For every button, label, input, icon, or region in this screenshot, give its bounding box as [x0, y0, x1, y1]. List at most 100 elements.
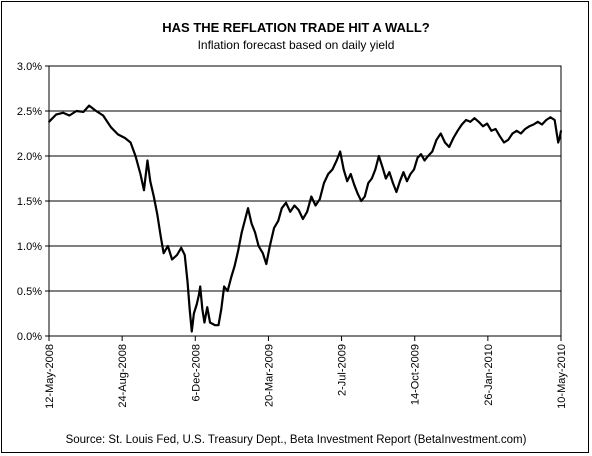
y-tick-label: 1.5%: [17, 196, 42, 208]
data-point: [220, 308, 223, 310]
series-layer: [48, 104, 563, 333]
data-point: [555, 132, 558, 135]
data-point: [293, 204, 296, 207]
data-point: [102, 114, 105, 117]
data-point: [399, 180, 401, 183]
data-point: [342, 168, 345, 171]
data-point: [395, 191, 398, 193]
data-point: [209, 321, 211, 324]
data-point: [134, 155, 137, 157]
data-point: [265, 263, 268, 265]
source-note: Source: St. Louis Fed, U.S. Treasury Dep…: [66, 434, 527, 446]
data-point: [244, 218, 247, 220]
chart-subtitle: Inflation forecast based on daily yield: [198, 38, 395, 52]
data-point: [435, 138, 438, 141]
x-tick-label: 6-Dec-2008: [190, 344, 202, 401]
data-point: [48, 120, 50, 123]
data-point: [146, 159, 149, 162]
y-tick-label: 1.0%: [17, 241, 42, 253]
data-point: [214, 324, 216, 327]
data-point: [75, 110, 78, 112]
data-point: [406, 180, 408, 183]
data-point: [156, 213, 159, 216]
data-point: [117, 133, 119, 136]
data-point: [183, 254, 186, 256]
data-point: [356, 192, 359, 195]
data-point: [124, 137, 126, 139]
data-point: [541, 123, 543, 126]
data-point: [503, 141, 505, 144]
data-point: [511, 132, 514, 135]
data-point: [149, 180, 152, 183]
data-point: [139, 173, 142, 175]
y-tick-label: 0.5%: [17, 286, 42, 298]
data-point: [367, 182, 370, 184]
data-point: [494, 128, 497, 130]
y-tick-label: 2.0%: [17, 151, 42, 163]
data-point: [388, 171, 391, 174]
data-point: [427, 155, 429, 157]
data-point: [331, 168, 334, 171]
data-point: [363, 195, 366, 198]
data-point: [353, 183, 356, 186]
data-point: [409, 173, 412, 175]
data-point: [515, 129, 518, 132]
data-point: [392, 182, 394, 184]
data-point: [431, 150, 434, 153]
data-point: [486, 122, 489, 125]
x-tick-label: 10-May-2010: [556, 344, 568, 409]
data-point: [553, 119, 556, 121]
gridlines: [49, 110, 561, 292]
data-point: [162, 252, 165, 255]
data-point: [171, 258, 173, 261]
x-tick-label: 20-Mar-2009: [263, 344, 275, 407]
data-point: [374, 168, 377, 171]
data-point: [560, 129, 562, 132]
data-point: [520, 132, 522, 135]
data-point: [297, 209, 300, 211]
data-point: [335, 159, 338, 162]
data-point: [180, 246, 183, 249]
data-point: [143, 189, 145, 192]
data-point: [129, 141, 132, 144]
data-point: [192, 312, 195, 315]
data-point: [346, 180, 349, 183]
x-axis-ticks: 12-May-2008 24-Aug-2008 6-Dec-2008 20-Mar-2…: [44, 336, 568, 409]
data-point: [217, 324, 220, 327]
x-tick-label: 2-Jul-2009: [337, 344, 349, 396]
chart-title: HAS THE REFLATION TRADE HIT A WALL?: [162, 20, 429, 35]
data-point: [188, 308, 191, 310]
data-point: [416, 156, 419, 159]
x-tick-label: 26-Jan-2010: [483, 344, 495, 406]
data-point: [88, 104, 90, 107]
data-point: [277, 219, 280, 222]
data-point: [268, 245, 271, 247]
data-point: [402, 171, 405, 174]
data-point: [62, 111, 64, 114]
data-point: [195, 303, 198, 306]
data-point: [536, 120, 539, 123]
data-point: [289, 210, 292, 213]
data-point: [306, 210, 309, 213]
y-tick-label: 3.0%: [17, 61, 42, 73]
data-point: [223, 285, 226, 288]
data-point: [323, 182, 325, 184]
data-point: [360, 200, 363, 202]
data-point: [261, 252, 264, 255]
data-point: [152, 195, 155, 198]
data-point: [237, 249, 240, 252]
data-point: [423, 159, 426, 162]
data-point: [68, 114, 71, 117]
data-point: [528, 125, 531, 128]
data-point: [230, 276, 233, 279]
y-tick-label: 2.5%: [17, 106, 42, 118]
data-point: [82, 111, 85, 113]
data-point: [413, 168, 415, 171]
data-point: [201, 308, 204, 310]
data-point: [273, 227, 275, 229]
data-point: [482, 125, 484, 128]
data-point: [465, 119, 467, 121]
data-point: [498, 135, 501, 138]
data-point: [186, 281, 189, 283]
